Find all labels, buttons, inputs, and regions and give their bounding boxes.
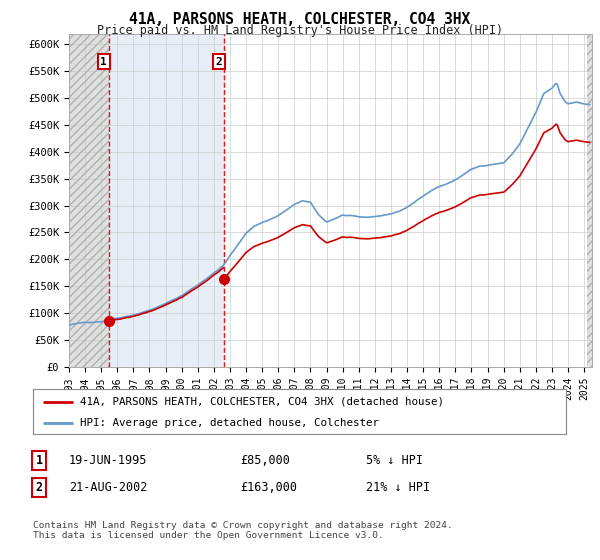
Bar — [109, 34, 224, 367]
Text: 2: 2 — [35, 480, 43, 494]
Bar — [587, 34, 592, 367]
Text: Contains HM Land Registry data © Crown copyright and database right 2024.: Contains HM Land Registry data © Crown c… — [33, 521, 453, 530]
Text: 5% ↓ HPI: 5% ↓ HPI — [366, 454, 423, 467]
Text: 2: 2 — [216, 57, 223, 67]
Text: £163,000: £163,000 — [240, 480, 297, 494]
Text: 41A, PARSONS HEATH, COLCHESTER, CO4 3HX: 41A, PARSONS HEATH, COLCHESTER, CO4 3HX — [130, 12, 470, 27]
Text: 1: 1 — [100, 57, 107, 67]
Bar — [587, 34, 592, 367]
Text: This data is licensed under the Open Government Licence v3.0.: This data is licensed under the Open Gov… — [33, 531, 384, 540]
Text: 41A, PARSONS HEATH, COLCHESTER, CO4 3HX (detached house): 41A, PARSONS HEATH, COLCHESTER, CO4 3HX … — [80, 396, 444, 407]
Text: £85,000: £85,000 — [240, 454, 290, 467]
Text: 1: 1 — [35, 454, 43, 467]
Text: HPI: Average price, detached house, Colchester: HPI: Average price, detached house, Colc… — [80, 418, 379, 428]
Text: Price paid vs. HM Land Registry's House Price Index (HPI): Price paid vs. HM Land Registry's House … — [97, 24, 503, 36]
Text: 19-JUN-1995: 19-JUN-1995 — [69, 454, 148, 467]
Bar — [69, 34, 109, 367]
Bar — [69, 34, 109, 367]
Text: 21-AUG-2002: 21-AUG-2002 — [69, 480, 148, 494]
Text: 21% ↓ HPI: 21% ↓ HPI — [366, 480, 430, 494]
